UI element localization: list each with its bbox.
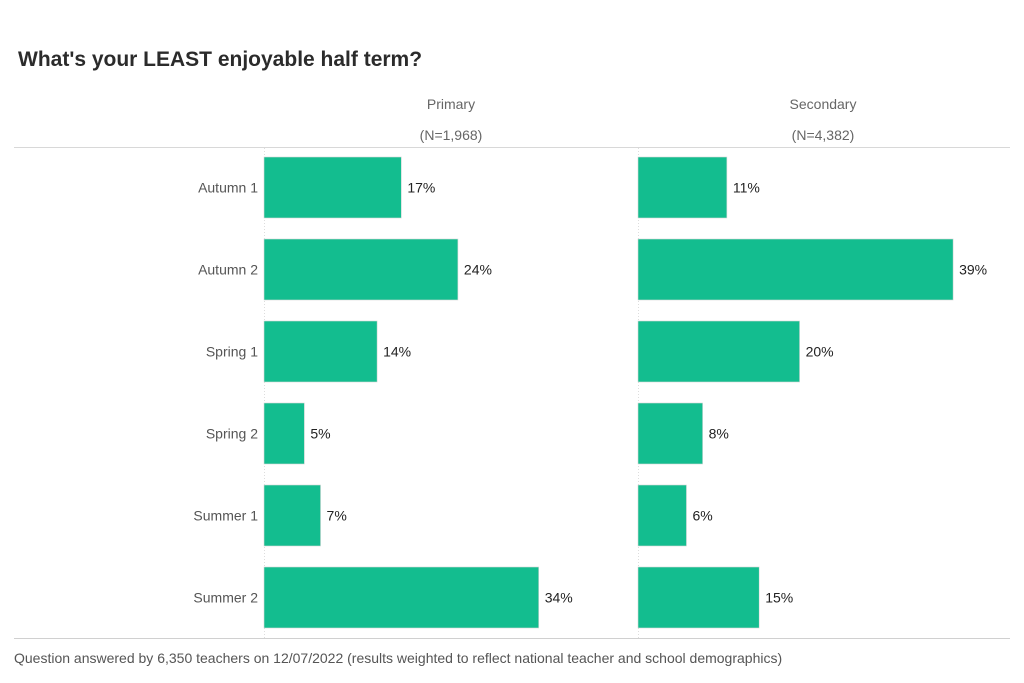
category-label: Spring 2 — [206, 426, 258, 442]
bar-primary — [263, 484, 321, 547]
category-label: Summer 1 — [193, 508, 258, 524]
data-label: 17% — [407, 180, 435, 196]
bar-primary — [263, 402, 305, 465]
data-label: 8% — [709, 426, 729, 442]
panel-primary-title: Primary — [427, 96, 475, 112]
data-label: 11% — [733, 180, 760, 196]
panel-primary-n: (N=1,968) — [420, 127, 483, 143]
bar-secondary — [637, 566, 760, 629]
bar-primary — [263, 320, 378, 383]
category-label: Spring 1 — [206, 344, 258, 360]
bar-secondary — [637, 156, 728, 219]
data-label: 24% — [464, 262, 492, 278]
data-label: 34% — [545, 590, 573, 606]
category-label: Autumn 1 — [198, 180, 258, 196]
bar-primary — [263, 566, 540, 629]
data-label: 6% — [692, 508, 712, 524]
data-label: 14% — [383, 344, 411, 360]
chart-title: What's your LEAST enjoyable half term? — [18, 48, 422, 71]
bar-secondary — [637, 402, 703, 465]
category-label: Summer 2 — [193, 590, 258, 606]
bar-secondary — [637, 320, 800, 383]
data-label: 39% — [959, 262, 987, 278]
bar-secondary — [637, 238, 954, 301]
panel-secondary-n: (N=4,382) — [792, 127, 855, 143]
category-label: Autumn 2 — [198, 262, 258, 278]
bar-primary — [263, 238, 459, 301]
data-label: 5% — [310, 426, 330, 442]
data-label: 20% — [806, 344, 834, 360]
bar-secondary — [637, 484, 687, 547]
data-label: 7% — [327, 508, 347, 524]
bar-primary — [263, 156, 402, 219]
panel-secondary-title: Secondary — [790, 96, 857, 112]
footnote: Question answered by 6,350 teachers on 1… — [14, 650, 782, 666]
data-label: 15% — [765, 590, 793, 606]
